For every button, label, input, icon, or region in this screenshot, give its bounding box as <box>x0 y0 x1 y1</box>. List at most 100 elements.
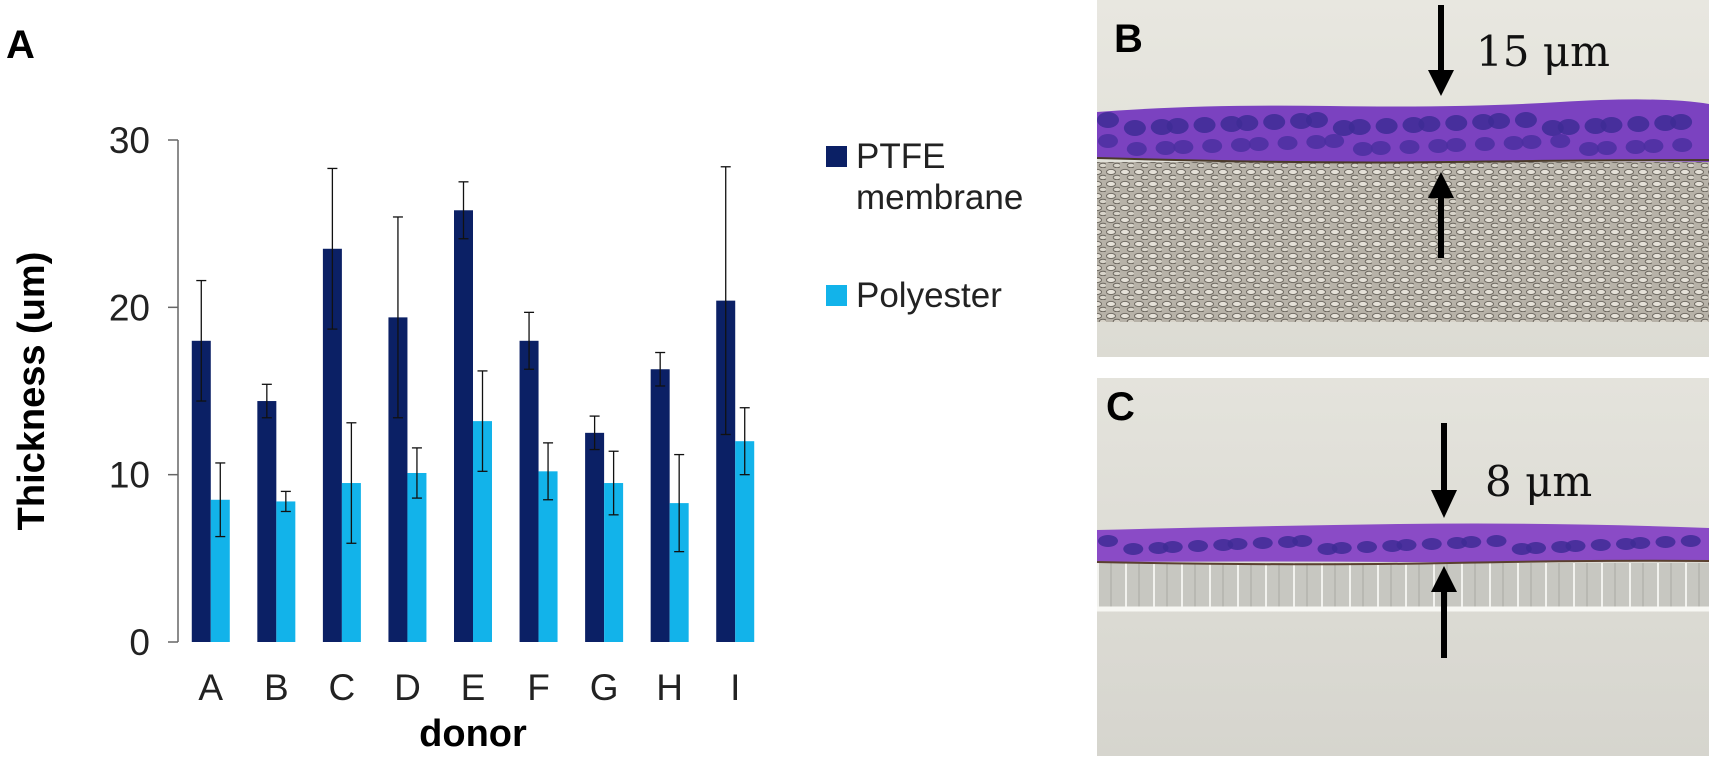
basal-boundary-c <box>1096 559 1710 566</box>
bar-polyester-d <box>407 472 427 642</box>
nucleus <box>1220 116 1243 132</box>
error-bar-ptfe-d <box>392 216 403 419</box>
nucleus <box>1306 135 1327 149</box>
nucleus <box>1625 140 1646 154</box>
nucleus <box>1672 138 1693 152</box>
x-tick-label: H <box>656 667 683 708</box>
nucleus <box>1446 138 1467 152</box>
nucleus <box>1248 137 1269 151</box>
x-tick-label: F <box>527 667 550 708</box>
nucleus <box>1643 139 1664 153</box>
error-bar-polyester-h <box>674 453 685 553</box>
error-bar-ptfe-b <box>261 383 272 419</box>
legend-swatch-polyester <box>826 285 847 306</box>
y-tick-label: 0 <box>129 622 150 663</box>
nucleus <box>1521 135 1542 149</box>
nucleus <box>1098 535 1118 547</box>
nucleus <box>1332 120 1355 136</box>
nucleus <box>1123 543 1144 555</box>
bar-ptfe-g <box>585 432 605 642</box>
bar-polyester-h <box>669 503 689 642</box>
nucleus <box>1292 535 1313 547</box>
nucleus <box>1230 138 1251 152</box>
scale-label-b: 15 μm <box>1476 27 1610 76</box>
basal-boundary <box>1096 157 1710 164</box>
ptfe-scaffold-layer <box>1097 162 1709 322</box>
nucleus <box>1162 541 1183 553</box>
y-tick-label: 10 <box>109 455 150 496</box>
error-bar-polyester-g <box>608 450 619 516</box>
bar-ptfe-i <box>716 300 736 642</box>
nucleus <box>1123 120 1146 136</box>
nucleus <box>1579 142 1600 156</box>
bar-ptfe-a <box>191 340 211 642</box>
bar-polyester-b <box>276 501 296 642</box>
legend: PTFE membrane Polyester <box>826 137 1023 315</box>
nucleus <box>1655 536 1676 548</box>
bar-series <box>191 210 755 642</box>
nucleus <box>1461 536 1482 548</box>
nucleus <box>1590 539 1611 551</box>
nucleus <box>1277 136 1298 150</box>
bar-ptfe-e <box>454 210 473 642</box>
nucleus <box>1155 141 1176 155</box>
nucleus <box>1396 539 1417 551</box>
nucleus <box>1173 140 1194 154</box>
nucleus <box>1421 538 1442 550</box>
scale-label-c: 8 μm <box>1485 457 1592 506</box>
nucleus <box>1418 116 1441 132</box>
cell-nuclei-c <box>1098 535 1701 555</box>
error-bar-ptfe-h <box>655 351 666 387</box>
error-bar-ptfe-g <box>589 415 600 451</box>
panel-label-a: A <box>6 23 35 67</box>
nucleus <box>1305 112 1328 128</box>
nucleus <box>1474 137 1495 151</box>
bar-polyester-e <box>473 421 492 642</box>
nucleus <box>1445 115 1468 131</box>
nucleus <box>1565 540 1586 552</box>
x-tick-label: G <box>590 667 619 708</box>
y-axis-label: Thickness (um) <box>11 252 53 531</box>
x-tick-label: A <box>198 667 223 708</box>
nucleus <box>1541 120 1564 136</box>
nucleus <box>1348 119 1371 135</box>
nucleus <box>1193 117 1216 133</box>
nucleus <box>1098 134 1118 148</box>
nucleus <box>1402 117 1425 133</box>
nucleus <box>1514 112 1537 128</box>
panel-label-b: B <box>1114 17 1143 61</box>
nucleus <box>1596 141 1617 155</box>
nucleus <box>1252 537 1273 549</box>
error-bar-polyester-c <box>346 422 357 544</box>
legend-label-ptfe-line2: membrane <box>856 178 1023 217</box>
y-axis: 0 10 20 30 <box>109 120 179 663</box>
polyester-scaffold-layer <box>1097 563 1709 609</box>
error-bar-ptfe-e <box>458 181 469 240</box>
bar-ptfe-b <box>257 401 277 642</box>
bar-ptfe-f <box>519 340 539 642</box>
nucleus <box>1150 119 1173 135</box>
nucleus <box>1399 140 1420 154</box>
error-bar-ptfe-c <box>327 167 338 330</box>
error-bar-ptfe-i <box>720 166 731 436</box>
x-tick-label: I <box>730 667 740 708</box>
error-bars <box>196 166 750 553</box>
scale-arrows-c <box>1431 423 1457 658</box>
x-tick-label: E <box>461 667 486 708</box>
bar-polyester-f <box>538 471 558 642</box>
bar-polyester-a <box>210 499 230 642</box>
error-bar-polyester-d <box>411 447 422 499</box>
y-tick-label: 30 <box>109 120 150 161</box>
bar-polyester-c <box>341 483 361 642</box>
nucleus <box>1680 535 1701 547</box>
bar-polyester-i <box>735 441 755 642</box>
nucleus <box>1290 113 1313 129</box>
x-tick-label: B <box>264 667 289 708</box>
nucleus <box>1670 114 1693 130</box>
nucleus <box>1126 142 1147 156</box>
nucleus <box>1654 115 1677 131</box>
bar-ptfe-c <box>322 248 342 642</box>
nucleus <box>1584 118 1607 134</box>
